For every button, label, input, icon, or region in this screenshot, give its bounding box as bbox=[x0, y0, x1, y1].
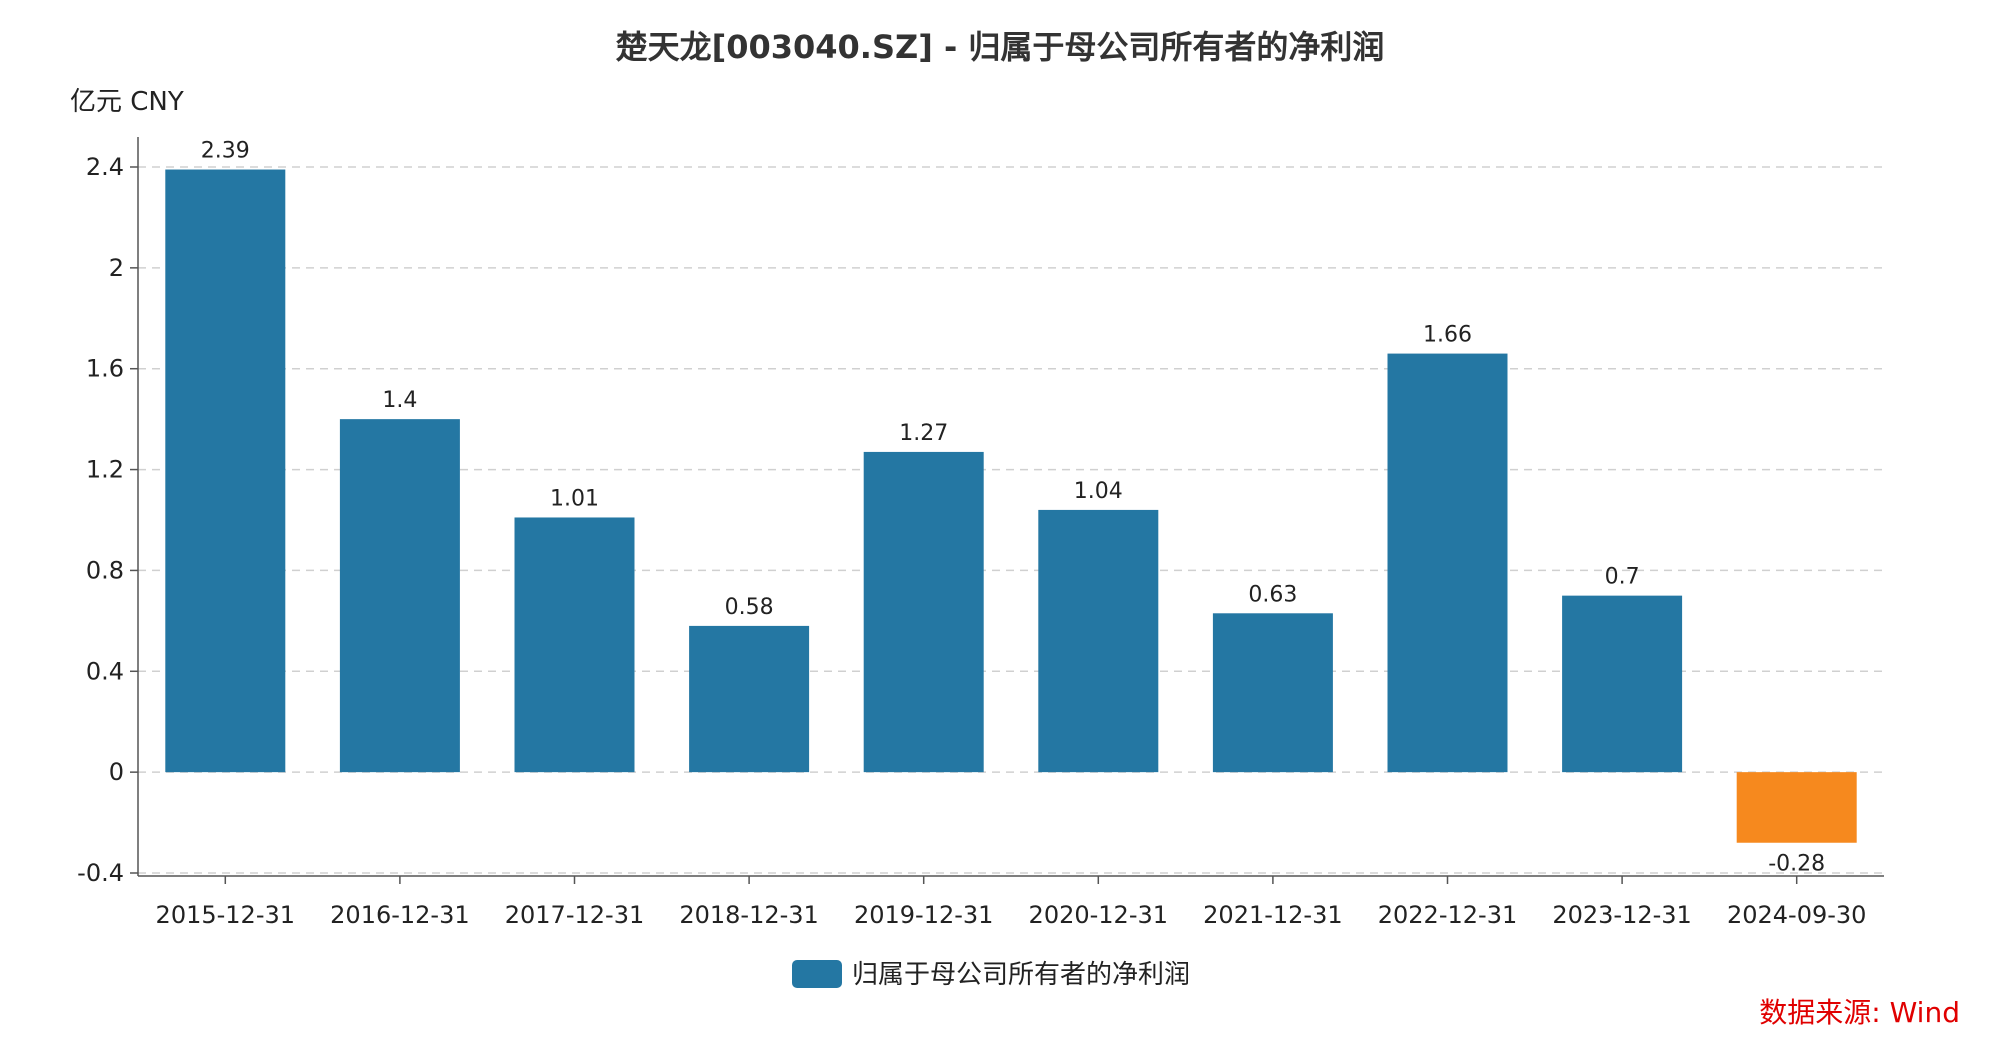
x-tick-label: 2019-12-31 bbox=[854, 901, 993, 929]
data-label: -0.28 bbox=[1768, 852, 1825, 877]
y-tick-labels: -0.4 0 0.4 0.8 1.2 1.6 2 2.4 bbox=[77, 153, 124, 887]
y-tick-label: 0.4 bbox=[86, 657, 124, 685]
x-tick-label: 2023-12-31 bbox=[1552, 901, 1691, 929]
x-tick-label: 2021-12-31 bbox=[1203, 901, 1342, 929]
y-tick-label: 2.4 bbox=[86, 153, 124, 181]
grid-lines bbox=[138, 166, 1884, 874]
y-tick-label: 0.8 bbox=[86, 556, 124, 584]
legend[interactable]: 归属于母公司所有者的净利润 bbox=[792, 960, 1190, 990]
y-unit-label: 亿元 CNY bbox=[70, 87, 184, 117]
y-tick-label: 2 bbox=[109, 254, 124, 282]
y-tick-label: -0.4 bbox=[77, 859, 124, 887]
x-tick-label: 2020-12-31 bbox=[1029, 901, 1168, 929]
data-label: 1.04 bbox=[1074, 479, 1123, 504]
data-label: 0.7 bbox=[1605, 565, 1640, 590]
x-tick-label: 2024-09-30 bbox=[1727, 901, 1866, 929]
axes bbox=[130, 137, 1884, 884]
chart-title: 楚天龙[003040.SZ] - 归属于母公司所有者的净利润 bbox=[616, 28, 1385, 66]
legend-swatch[interactable] bbox=[792, 960, 842, 988]
y-tick-label: 1.6 bbox=[86, 355, 124, 383]
data-label: 1.4 bbox=[382, 388, 417, 413]
data-label: 1.27 bbox=[899, 421, 948, 446]
data-label: 1.66 bbox=[1423, 323, 1472, 348]
data-label: 0.58 bbox=[725, 595, 774, 620]
data-labels: 2.39 1.4 1.01 0.58 1.27 1.04 0.63 1.66 0.7 -0.28 bbox=[201, 139, 1825, 877]
data-label: 2.39 bbox=[201, 139, 250, 164]
y-tick-label: 0 bbox=[109, 758, 124, 786]
bar-2019-12-31[interactable] bbox=[863, 451, 984, 773]
bar-2023-12-31[interactable] bbox=[1562, 595, 1683, 773]
x-tick-label: 2018-12-31 bbox=[679, 901, 818, 929]
x-tick-label: 2022-12-31 bbox=[1378, 901, 1517, 929]
legend-label[interactable]: 归属于母公司所有者的净利润 bbox=[852, 960, 1190, 990]
bar-2020-12-31[interactable] bbox=[1038, 509, 1159, 773]
bars bbox=[165, 169, 1857, 843]
x-tick-label: 2016-12-31 bbox=[330, 901, 469, 929]
bar-2018-12-31[interactable] bbox=[689, 625, 810, 773]
bar-2015-12-31[interactable] bbox=[165, 169, 286, 773]
x-tick-label: 2015-12-31 bbox=[156, 901, 295, 929]
source-note: 数据来源: Wind bbox=[1759, 996, 1960, 1029]
y-tick-label: 1.2 bbox=[86, 456, 124, 484]
x-tick-labels: 2015-12-31 2016-12-31 2017-12-31 2018-12-31… bbox=[156, 901, 1867, 929]
bar-2017-12-31[interactable] bbox=[514, 517, 635, 773]
bar-2022-12-31[interactable] bbox=[1387, 353, 1508, 773]
data-label: 0.63 bbox=[1248, 582, 1297, 607]
x-tick-label: 2017-12-31 bbox=[505, 901, 644, 929]
bar-2016-12-31[interactable] bbox=[339, 419, 460, 773]
bar-2021-12-31[interactable] bbox=[1212, 613, 1333, 773]
data-label: 1.01 bbox=[550, 486, 599, 511]
bar-2024-09-30[interactable] bbox=[1736, 772, 1857, 843]
